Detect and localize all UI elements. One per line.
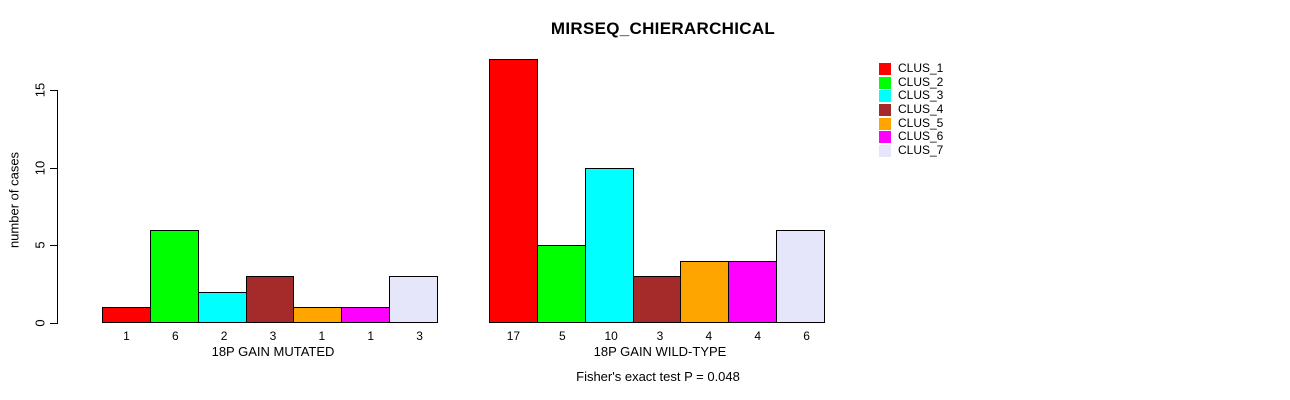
bar-clus_3 [584,168,634,323]
bar-value-label: 5 [558,329,566,343]
legend-item-label: CLUS_4 [898,102,944,117]
bar-clus_6 [728,261,778,323]
legend-item-label: CLUS_6 [898,129,944,144]
legend-swatch-icon [879,131,891,144]
legend-item-label: CLUS_1 [898,61,944,75]
bar-value-label: 2 [220,329,228,343]
bar-clus_2 [536,245,586,323]
bar-group-mutated [102,0,444,323]
x-axis-label-wild-type: 18P GAIN WILD-TYPE [593,344,727,359]
bar-value-label: 1 [367,329,375,343]
bar-value-label: 3 [656,329,664,343]
y-axis-tick [50,168,57,169]
bar-clus_7 [776,230,825,323]
legend-swatch-icon [879,103,891,116]
bar-clus_1 [102,307,151,323]
y-axis-tick [50,245,57,246]
y-axis-tick [50,90,57,91]
bar-clus_1 [489,59,538,323]
legend-swatch-icon [879,90,891,103]
legend-item: CLUS_7 [879,143,944,158]
bar-value-label: 3 [416,329,423,343]
bar-value-label: 1 [123,329,130,343]
y-axis-tick-label: 0 [32,319,48,327]
bar-clus_4 [245,276,295,323]
legend-item-label: CLUS_5 [898,115,944,130]
bar-clus_7 [389,276,438,323]
bar-group-wild-type [489,0,831,323]
bar-value-label: 4 [754,329,762,343]
legend-item: CLUS_1 [879,61,944,76]
fisher-test-annotation: Fisher's exact test P = 0.048 [576,369,740,384]
legend-item: CLUS_6 [879,130,943,144]
bar-value-label: 6 [803,329,810,343]
legend-swatch-icon [879,117,891,130]
bar-clus_2 [149,230,199,323]
y-axis-tick [50,323,57,324]
y-axis-tick-label: 5 [32,241,48,249]
y-axis-tick-label: 15 [32,82,48,98]
legend-swatch-icon [879,62,891,75]
bar-clus_5 [293,307,343,323]
legend-swatch-icon [879,76,891,89]
legend-item: CLUS_4 [879,102,944,117]
bar-value-label: 6 [171,329,179,343]
legend-item: CLUS_3 [879,89,943,103]
bar-value-row-wild-type: 17 5 10 3 4 4 6 [489,329,831,343]
y-axis-tick-label: 10 [32,160,48,176]
bar-value-label: 4 [705,329,713,343]
bar-clus_6 [341,307,391,323]
bar-clus_5 [680,261,730,323]
bar-value-label: 17 [506,329,521,343]
chart-title: MIRSEQ_CHIERARCHICAL [550,19,776,38]
y-axis-title: number of cases [6,151,22,249]
bar-clus_3 [197,292,247,323]
bar-value-row-mutated: 1 6 2 3 1 1 3 [102,329,444,343]
legend-item: CLUS_5 [879,115,944,131]
legend-item-label: CLUS_2 [898,74,944,89]
bar-clus_4 [632,276,682,323]
legend-item: CLUS_2 [879,74,944,90]
bar-value-label: 1 [318,329,326,343]
legend-item-label: CLUS_3 [898,88,944,103]
legend-item-label: CLUS_7 [898,143,944,158]
legend-swatch-icon [879,144,891,157]
bar-value-label: 10 [604,329,618,343]
bar-value-label: 3 [269,329,277,343]
y-axis-line [57,90,58,324]
x-axis-label-mutated: 18P GAIN MUTATED [211,344,335,359]
legend: CLUS_1 CLUS_2 CLUS_3 CLUS_4 CLUS_5 CLUS_6 CLUS… [879,61,944,158]
